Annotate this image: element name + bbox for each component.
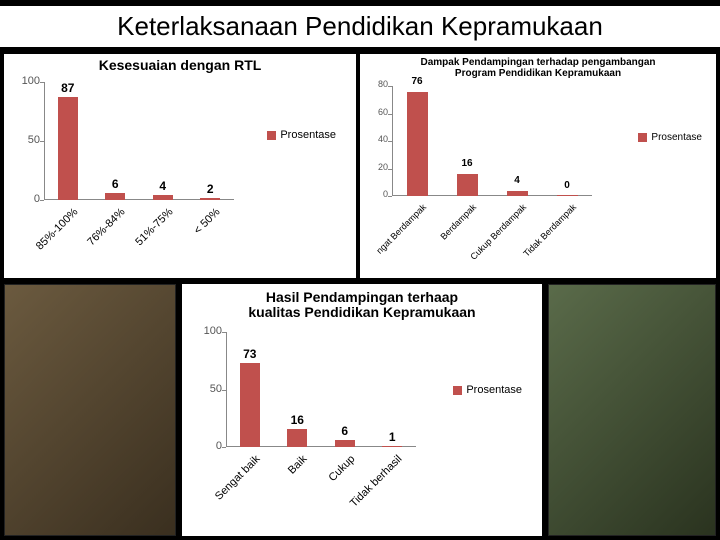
bar xyxy=(335,440,355,447)
legend-swatch xyxy=(638,133,647,142)
chart3-title: Hasil Pendampingan terhaap kualitas Pend… xyxy=(182,284,542,321)
slide-title: Keterlaksanaan Pendidikan Kepramukaan xyxy=(0,6,720,47)
legend-label: Prosentase xyxy=(280,129,336,141)
bar-value-label: 2 xyxy=(207,182,214,196)
bar xyxy=(153,195,173,200)
y-tick-label: 0 xyxy=(194,440,222,452)
legend-swatch xyxy=(267,131,276,140)
bar-value-label: 4 xyxy=(159,179,166,193)
chart2-title-line2: Program Pendidikan Kepramukaan xyxy=(455,68,621,79)
y-tick-label: 60 xyxy=(360,107,388,117)
chart-dampak-pendampingan: Dampak Pendampingan terhadap pengambanga… xyxy=(360,54,716,278)
bar xyxy=(382,446,402,447)
chart3-title-line1: Hasil Pendampingan terhaap xyxy=(266,289,458,305)
y-tick-label: 50 xyxy=(194,383,222,395)
y-tick-label: 20 xyxy=(360,162,388,172)
legend-swatch xyxy=(453,386,462,395)
legend-label: Prosentase xyxy=(466,384,522,396)
y-tick-label: 0 xyxy=(12,193,40,205)
bar-value-label: 6 xyxy=(112,177,119,191)
chart1-plot xyxy=(44,82,234,200)
bar-value-label: 4 xyxy=(514,175,520,186)
bar xyxy=(200,198,220,200)
bar-value-label: 16 xyxy=(291,413,304,427)
image-baden-powell xyxy=(4,284,176,536)
y-tick-label: 50 xyxy=(12,134,40,146)
chart3-title-line2: kualitas Pendidikan Kepramukaan xyxy=(248,304,475,320)
chart2-title-line1: Dampak Pendampingan terhadap pengambanga… xyxy=(420,57,655,68)
chart3-legend: Prosentase xyxy=(453,384,522,396)
chart-hasil-pendampingan: Hasil Pendampingan terhaap kualitas Pend… xyxy=(182,284,542,536)
bar-value-label: 16 xyxy=(461,158,472,169)
bar-value-label: 1 xyxy=(389,430,396,444)
y-tick-label: 100 xyxy=(12,75,40,87)
y-tick-label: 40 xyxy=(360,134,388,144)
bar-value-label: 73 xyxy=(243,347,256,361)
bar xyxy=(557,195,578,196)
content-area: Kesesuaian dengan RTL Prosentase 0501008… xyxy=(0,52,720,540)
bar-value-label: 76 xyxy=(411,76,422,87)
bar-value-label: 6 xyxy=(341,424,348,438)
image-scouts-activity xyxy=(548,284,716,536)
bar-value-label: 0 xyxy=(564,180,570,191)
bar xyxy=(407,92,428,197)
bar xyxy=(105,193,125,200)
chart2-plot xyxy=(392,86,592,196)
bar xyxy=(287,429,307,447)
y-tick-label: 0 xyxy=(360,189,388,199)
bar-value-label: 87 xyxy=(61,81,74,95)
chart1-legend: Prosentase xyxy=(267,129,336,141)
y-tick-label: 100 xyxy=(194,325,222,337)
bar xyxy=(58,97,78,200)
y-tick-label: 80 xyxy=(360,79,388,89)
chart2-legend: Prosentase xyxy=(638,132,702,143)
chart-kesesuaian-rtl: Kesesuaian dengan RTL Prosentase 0 50 100 8… xyxy=(4,54,356,278)
chart1-title: Kesesuaian dengan RTL xyxy=(4,54,356,73)
bar xyxy=(507,191,528,197)
bar xyxy=(457,174,478,196)
legend-label: Prosentase xyxy=(651,132,702,143)
bar xyxy=(240,363,260,447)
